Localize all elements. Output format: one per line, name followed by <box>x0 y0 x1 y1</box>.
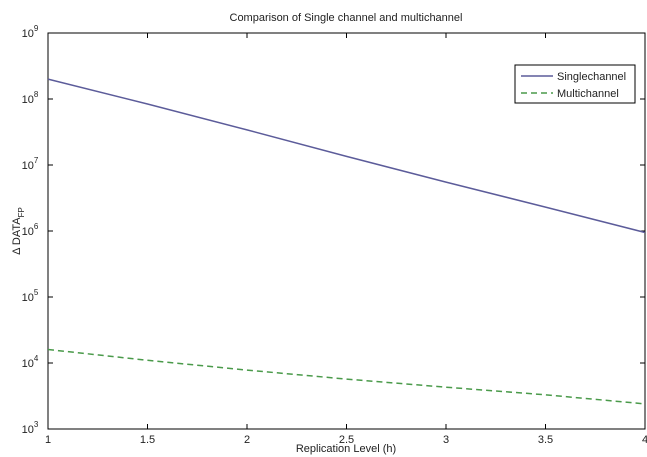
y-tick-label: 105 <box>22 288 39 304</box>
y-tick-label: 109 <box>22 24 39 40</box>
y-axis-label-subscript: FP <box>17 207 26 217</box>
y-tick-exponent: 9 <box>34 24 39 33</box>
y-tick-exponent: 5 <box>34 288 39 297</box>
y-tick-base: 10 <box>22 424 34 436</box>
y-tick-base: 10 <box>22 94 34 106</box>
x-tick-label: 2 <box>244 434 250 446</box>
chart-title: Comparison of Single channel and multich… <box>230 12 463 24</box>
legend-label-singlechannel: Singlechannel <box>557 71 626 83</box>
y-tick-exponent: 8 <box>34 90 39 99</box>
y-axis-label-main: Δ DATA <box>11 217 23 255</box>
x-axis: 1 1.5 2 2.5 3 3.5 4 <box>45 33 647 446</box>
x-tick-label: 1.5 <box>140 434 155 446</box>
x-tick-label: 2.5 <box>339 434 354 446</box>
x-tick-label: 4 <box>642 434 647 446</box>
y-tick-exponent: 7 <box>34 156 39 165</box>
legend-box <box>514 64 636 104</box>
y-tick-exponent: 3 <box>34 420 39 429</box>
x-axis-label: Replication Level (h) <box>296 443 396 455</box>
y-tick-base: 10 <box>22 226 34 238</box>
y-axis-label: Δ DATAFP <box>11 207 26 255</box>
y-tick-label: 107 <box>22 156 39 172</box>
x-tick-label: 3 <box>443 434 449 446</box>
y-tick-exponent: 4 <box>34 354 39 363</box>
series-line-multichannel <box>47 348 646 405</box>
y-tick-base: 10 <box>22 292 34 304</box>
y-tick-label: 103 <box>22 420 39 436</box>
series-line-singlechannel <box>47 78 646 234</box>
y-tick-base: 10 <box>22 160 34 172</box>
legend: Singlechannel Multichannel <box>514 64 636 104</box>
x-tick-label: 3.5 <box>538 434 553 446</box>
y-tick-exponent: 6 <box>34 222 39 231</box>
y-tick-base: 10 <box>22 358 34 370</box>
y-tick-base: 10 <box>22 28 34 40</box>
series-lines <box>47 78 646 405</box>
legend-label-multichannel: Multichannel <box>557 88 619 100</box>
y-tick-label: 106 <box>22 222 39 238</box>
y-tick-label: 104 <box>22 354 39 370</box>
x-tick-label: 1 <box>45 434 51 446</box>
y-tick-label: 108 <box>22 90 39 106</box>
